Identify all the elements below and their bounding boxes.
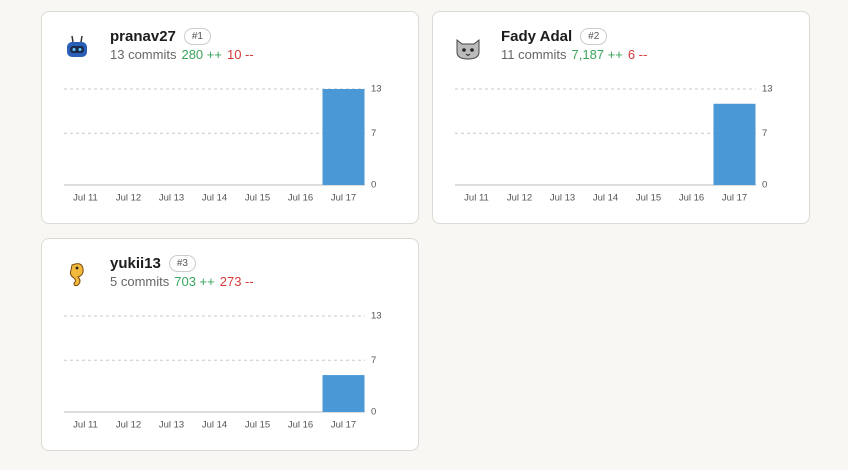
y-tick-label: 13 <box>762 84 773 95</box>
y-tick-label: 0 <box>762 180 767 191</box>
avatar <box>67 35 87 57</box>
rank-badge: #2 <box>580 28 608 45</box>
contributor-name[interactable]: Fady Adal <box>501 28 573 45</box>
x-tick-label: Jul 14 <box>202 193 227 204</box>
y-tick-label: 13 <box>371 311 382 322</box>
contributor-name[interactable]: yukii13 <box>110 255 161 272</box>
contributor-card: pranav27 #1 13 commits 280 ++ 10 -- 0 7 13 Jul… <box>41 11 419 224</box>
contributor-name[interactable]: pranav27 <box>110 28 176 45</box>
commit-chart: 0 7 13 Jul 11 Jul 12 Jul 13 Jul 14 Jul 15 Jul 16… <box>64 84 382 204</box>
contributor-card: yukii13 #3 5 commits 703 ++ 273 -- 0 7 13 Jul … <box>41 238 419 451</box>
x-tick-label: Jul 16 <box>288 193 313 204</box>
x-tick-label: Jul 11 <box>464 193 489 204</box>
y-tick-label: 7 <box>762 128 767 139</box>
x-tick-label: Jul 14 <box>202 420 227 431</box>
additions: 7,187 ++ <box>571 47 623 62</box>
x-tick-label: Jul 13 <box>159 193 184 204</box>
deletions: 10 -- <box>226 47 254 62</box>
x-tick-label: Jul 12 <box>116 420 141 431</box>
rank-badge: #3 <box>168 255 196 272</box>
x-tick-label: Jul 11 <box>73 420 98 431</box>
x-tick-label: Jul 15 <box>245 193 270 204</box>
bar <box>322 375 365 412</box>
rank-badge: #1 <box>183 28 211 45</box>
bar <box>713 103 756 185</box>
commit-chart: 0 7 13 Jul 11 Jul 12 Jul 13 Jul 14 Jul 15 Jul 16… <box>64 311 382 431</box>
y-tick-label: 7 <box>371 355 376 366</box>
commit-count: 13 commits <box>110 47 177 62</box>
deletions: 6 -- <box>627 47 648 62</box>
x-tick-label: Jul 14 <box>593 193 618 204</box>
x-tick-label: Jul 17 <box>331 193 356 204</box>
x-tick-label: Jul 17 <box>331 420 356 431</box>
x-tick-label: Jul 13 <box>159 420 184 431</box>
y-tick-label: 0 <box>371 180 376 191</box>
commit-count: 11 commits <box>501 47 567 62</box>
x-tick-label: Jul 11 <box>73 193 98 204</box>
x-tick-label: Jul 15 <box>636 193 661 204</box>
x-tick-label: Jul 12 <box>507 193 532 204</box>
contributor-card: Fady Adal #2 11 commits 7,187 ++ 6 -- 0 7 13 J… <box>432 11 810 224</box>
avatar <box>456 38 480 60</box>
additions: 280 ++ <box>181 47 222 62</box>
commit-count: 5 commits <box>110 274 170 289</box>
x-tick-label: Jul 17 <box>722 193 747 204</box>
y-tick-label: 13 <box>371 84 382 95</box>
commit-chart: 0 7 13 Jul 11 Jul 12 Jul 13 Jul 14 Jul 15 Jul 16… <box>455 84 773 204</box>
x-tick-label: Jul 12 <box>116 193 141 204</box>
y-tick-label: 7 <box>371 128 376 139</box>
x-tick-label: Jul 16 <box>679 193 704 204</box>
additions: 703 ++ <box>174 274 215 289</box>
bar <box>322 89 365 185</box>
y-tick-label: 0 <box>371 407 376 418</box>
deletions: 273 -- <box>219 274 254 289</box>
x-tick-label: Jul 16 <box>288 420 313 431</box>
x-tick-label: Jul 15 <box>245 420 270 431</box>
avatar <box>69 263 84 287</box>
x-tick-label: Jul 13 <box>550 193 575 204</box>
